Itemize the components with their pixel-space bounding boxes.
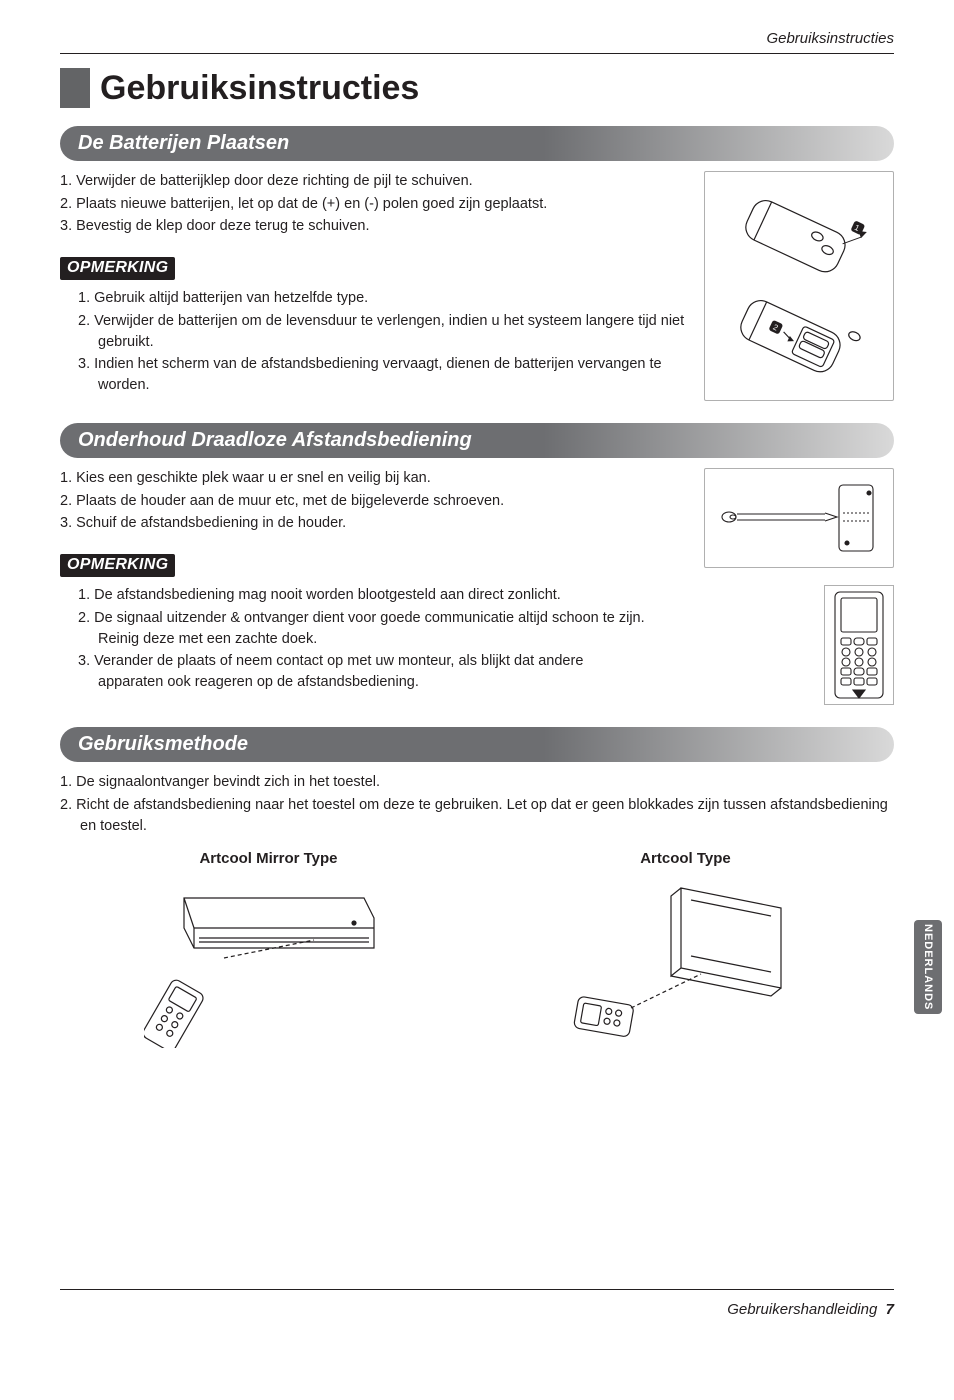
- note-badge: OPMERKING: [60, 554, 175, 578]
- running-title: Gebruiksinstructies: [60, 30, 894, 47]
- artcool-illustration: [556, 873, 816, 1053]
- battery-install-illustration: 1 2: [704, 171, 894, 401]
- section2-heading: Onderhoud Draadloze Afstandsbediening: [60, 423, 894, 458]
- product1-title: Artcool Mirror Type: [139, 850, 399, 867]
- wall-mount-illustration: [704, 468, 894, 568]
- remote-in-holder-illustration: [824, 585, 894, 705]
- list-item: 2. Verwijder de batterijen om de levensd…: [60, 311, 686, 352]
- list-item: 1. Kies een geschikte plek waar u er sne…: [60, 468, 686, 489]
- page-title-row: Gebruiksinstructies: [60, 68, 894, 108]
- list-item: 1. De signaalontvanger bevindt zich in h…: [60, 772, 894, 793]
- bottom-rule: [60, 1289, 894, 1290]
- list-item: 1. Gebruik altijd batterijen van hetzelf…: [60, 288, 686, 309]
- section3-list: 1. De signaalontvanger bevindt zich in h…: [60, 772, 894, 836]
- page-title: Gebruiksinstructies: [100, 69, 419, 108]
- language-label: NEDERLANDS: [922, 924, 934, 1010]
- product2-title: Artcool Type: [556, 850, 816, 867]
- list-item: 2. Plaats nieuwe batterijen, let op dat …: [60, 194, 686, 215]
- section3-heading: Gebruiksmethode: [60, 727, 894, 762]
- list-item: 2. Richt de afstandsbediening naar het t…: [60, 795, 894, 836]
- section2-list: 1. Kies een geschikte plek waar u er sne…: [60, 468, 686, 534]
- list-item: 1. Verwijder de batterijklep door deze r…: [60, 171, 686, 192]
- top-rule: [60, 53, 894, 54]
- list-item: 3. Bevestig de klep door deze terug te s…: [60, 216, 686, 237]
- list-item: 2. De signaal uitzender & ontvanger dien…: [60, 608, 646, 649]
- list-item: 1. De afstandsbediening mag nooit worden…: [60, 585, 646, 606]
- footer-label: Gebruikershandleiding: [727, 1301, 877, 1318]
- list-item: 3. Schuif de afstandsbediening in de hou…: [60, 513, 686, 534]
- title-accent-bar: [60, 68, 90, 108]
- list-item: 3. Verander de plaats of neem contact op…: [60, 651, 646, 692]
- page-number: 7: [886, 1301, 894, 1318]
- footer: Gebruikershandleiding 7: [727, 1301, 894, 1318]
- section1-heading: De Batterijen Plaatsen: [60, 126, 894, 161]
- section2-note-list: 1. De afstandsbediening mag nooit worden…: [60, 585, 646, 692]
- list-item: 3. Indien het scherm van de afstandsbedi…: [60, 354, 686, 395]
- list-item: 2. Plaats de houder aan de muur etc, met…: [60, 491, 686, 512]
- artcool-mirror-illustration: [139, 873, 399, 1053]
- language-side-tab: NEDERLANDS: [914, 920, 942, 1014]
- section1-list: 1. Verwijder de batterijklep door deze r…: [60, 171, 686, 237]
- section1-note-list: 1. Gebruik altijd batterijen van hetzelf…: [60, 288, 686, 395]
- note-badge: OPMERKING: [60, 257, 175, 281]
